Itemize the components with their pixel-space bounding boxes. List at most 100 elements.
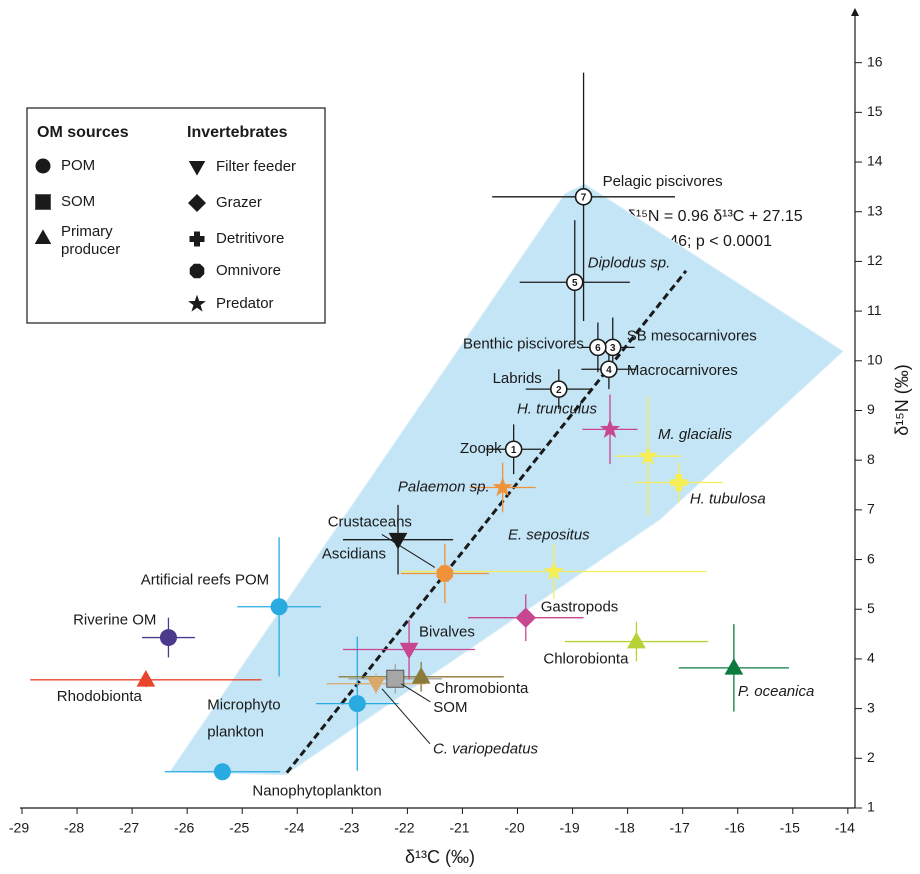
marker [549, 380, 568, 398]
legend-label: Omnivore [216, 262, 281, 279]
marker [600, 360, 618, 379]
marker-label: 6 [595, 343, 601, 354]
legend-marker [188, 194, 206, 212]
x-tick-label: -29 [9, 820, 29, 836]
y-tick-label: 10 [867, 351, 883, 367]
legend-marker [35, 194, 51, 210]
marker [366, 676, 386, 694]
legend-marker [188, 294, 206, 312]
x-tick-label: -21 [449, 820, 469, 836]
x-tick-label: -26 [174, 820, 194, 836]
y-tick-label: 9 [867, 401, 875, 417]
point-label: Chlorobionta [543, 651, 629, 668]
x-tick-label: -20 [504, 820, 524, 836]
x-tick-label: -19 [559, 820, 579, 836]
point-label: Benthic piscivores [463, 335, 584, 352]
y-axis-label: δ¹⁵N (‰) [892, 364, 912, 435]
marker [348, 695, 366, 713]
legend-marker [188, 161, 206, 176]
marker [411, 667, 431, 684]
marker [515, 607, 536, 628]
marker [136, 670, 156, 687]
marker-label: 2 [556, 385, 562, 396]
point-label: Microphyto [207, 697, 280, 714]
x-tick-label: -25 [229, 820, 249, 836]
marker [589, 338, 607, 357]
legend-label: producer [61, 241, 120, 258]
x-tick-label: -24 [284, 820, 304, 836]
marker [213, 763, 231, 781]
point-label: Nanophytoplankton [252, 783, 381, 800]
marker-label: 1 [511, 445, 517, 456]
marker [159, 629, 177, 647]
y-tick-label: 2 [867, 749, 875, 765]
x-tick-label: -15 [780, 820, 800, 836]
y-tick-label: 7 [867, 501, 875, 517]
x-tick-label: -14 [835, 820, 855, 836]
x-tick-label: -27 [119, 820, 139, 836]
legend-title: OM sources [37, 124, 129, 141]
marker [386, 669, 405, 688]
point-label: Bivalves [419, 623, 475, 640]
point-label: Gastropods [541, 599, 619, 616]
point-label: M. glacialis [658, 426, 733, 443]
point-label: Palaemon sp. [398, 478, 490, 495]
marker [504, 440, 523, 459]
legend-label: Grazer [216, 194, 262, 211]
y-tick-label: 12 [867, 252, 883, 268]
point-label: H. trunculus [517, 400, 598, 417]
point-label: C. variopedatus [433, 741, 539, 758]
point-label: Labrids [493, 370, 542, 387]
marker [270, 598, 288, 616]
marker [599, 418, 621, 438]
point-label: plankton [207, 724, 264, 741]
leader [401, 683, 431, 703]
legend-marker [34, 229, 52, 244]
point-label: Zoopk [460, 440, 502, 457]
y-tick-label: 1 [867, 799, 875, 815]
x-tick-label: -23 [339, 820, 359, 836]
marker [543, 560, 564, 581]
y-axis-arrow [851, 8, 859, 16]
point-label: SB mesocarnivores [627, 327, 757, 344]
legend-label: POM [61, 157, 95, 174]
y-tick-label: 6 [867, 550, 875, 566]
point-label: Chromobionta [434, 680, 529, 697]
point-label: Pelagic piscivores [603, 173, 723, 190]
y-tick-label: 13 [867, 202, 883, 218]
marker [399, 642, 419, 660]
point-label: SOM [433, 699, 467, 716]
y-tick-label: 8 [867, 451, 875, 467]
legend-label: Predator [216, 295, 274, 312]
x-tick-label: -17 [670, 820, 690, 836]
x-tick-label: -28 [64, 820, 84, 836]
point-label: Riverine OM [73, 612, 156, 629]
y-tick-label: 16 [867, 53, 883, 69]
marker [627, 631, 646, 649]
legend-marker [189, 231, 205, 247]
legend-box [26, 107, 326, 324]
annotation: δ¹⁵N = 0.96 δ¹³C + 27.15 [627, 208, 803, 225]
marker [670, 474, 688, 492]
point-label: H. tubulosa [690, 491, 766, 508]
point-label: Artificial reefs POM [141, 572, 269, 589]
y-tick-label: 15 [867, 103, 883, 119]
hull [169, 183, 844, 776]
legend-label: Primary [61, 223, 113, 240]
regression-line [285, 269, 688, 774]
leader [381, 688, 431, 745]
marker [436, 565, 454, 582]
marker-label: 5 [572, 278, 578, 289]
marker [565, 273, 584, 292]
marker-label: 7 [581, 192, 587, 203]
legend-marker [189, 263, 205, 279]
x-tick-label: -18 [615, 820, 635, 836]
marker-label: 3 [610, 343, 616, 354]
legend-title: Invertebrates [187, 124, 288, 141]
y-tick-label: 3 [867, 699, 875, 715]
y-tick-label: 14 [867, 153, 883, 169]
y-tick-label: 4 [867, 650, 875, 666]
y-tick-label: 5 [867, 600, 875, 616]
marker [388, 532, 408, 550]
